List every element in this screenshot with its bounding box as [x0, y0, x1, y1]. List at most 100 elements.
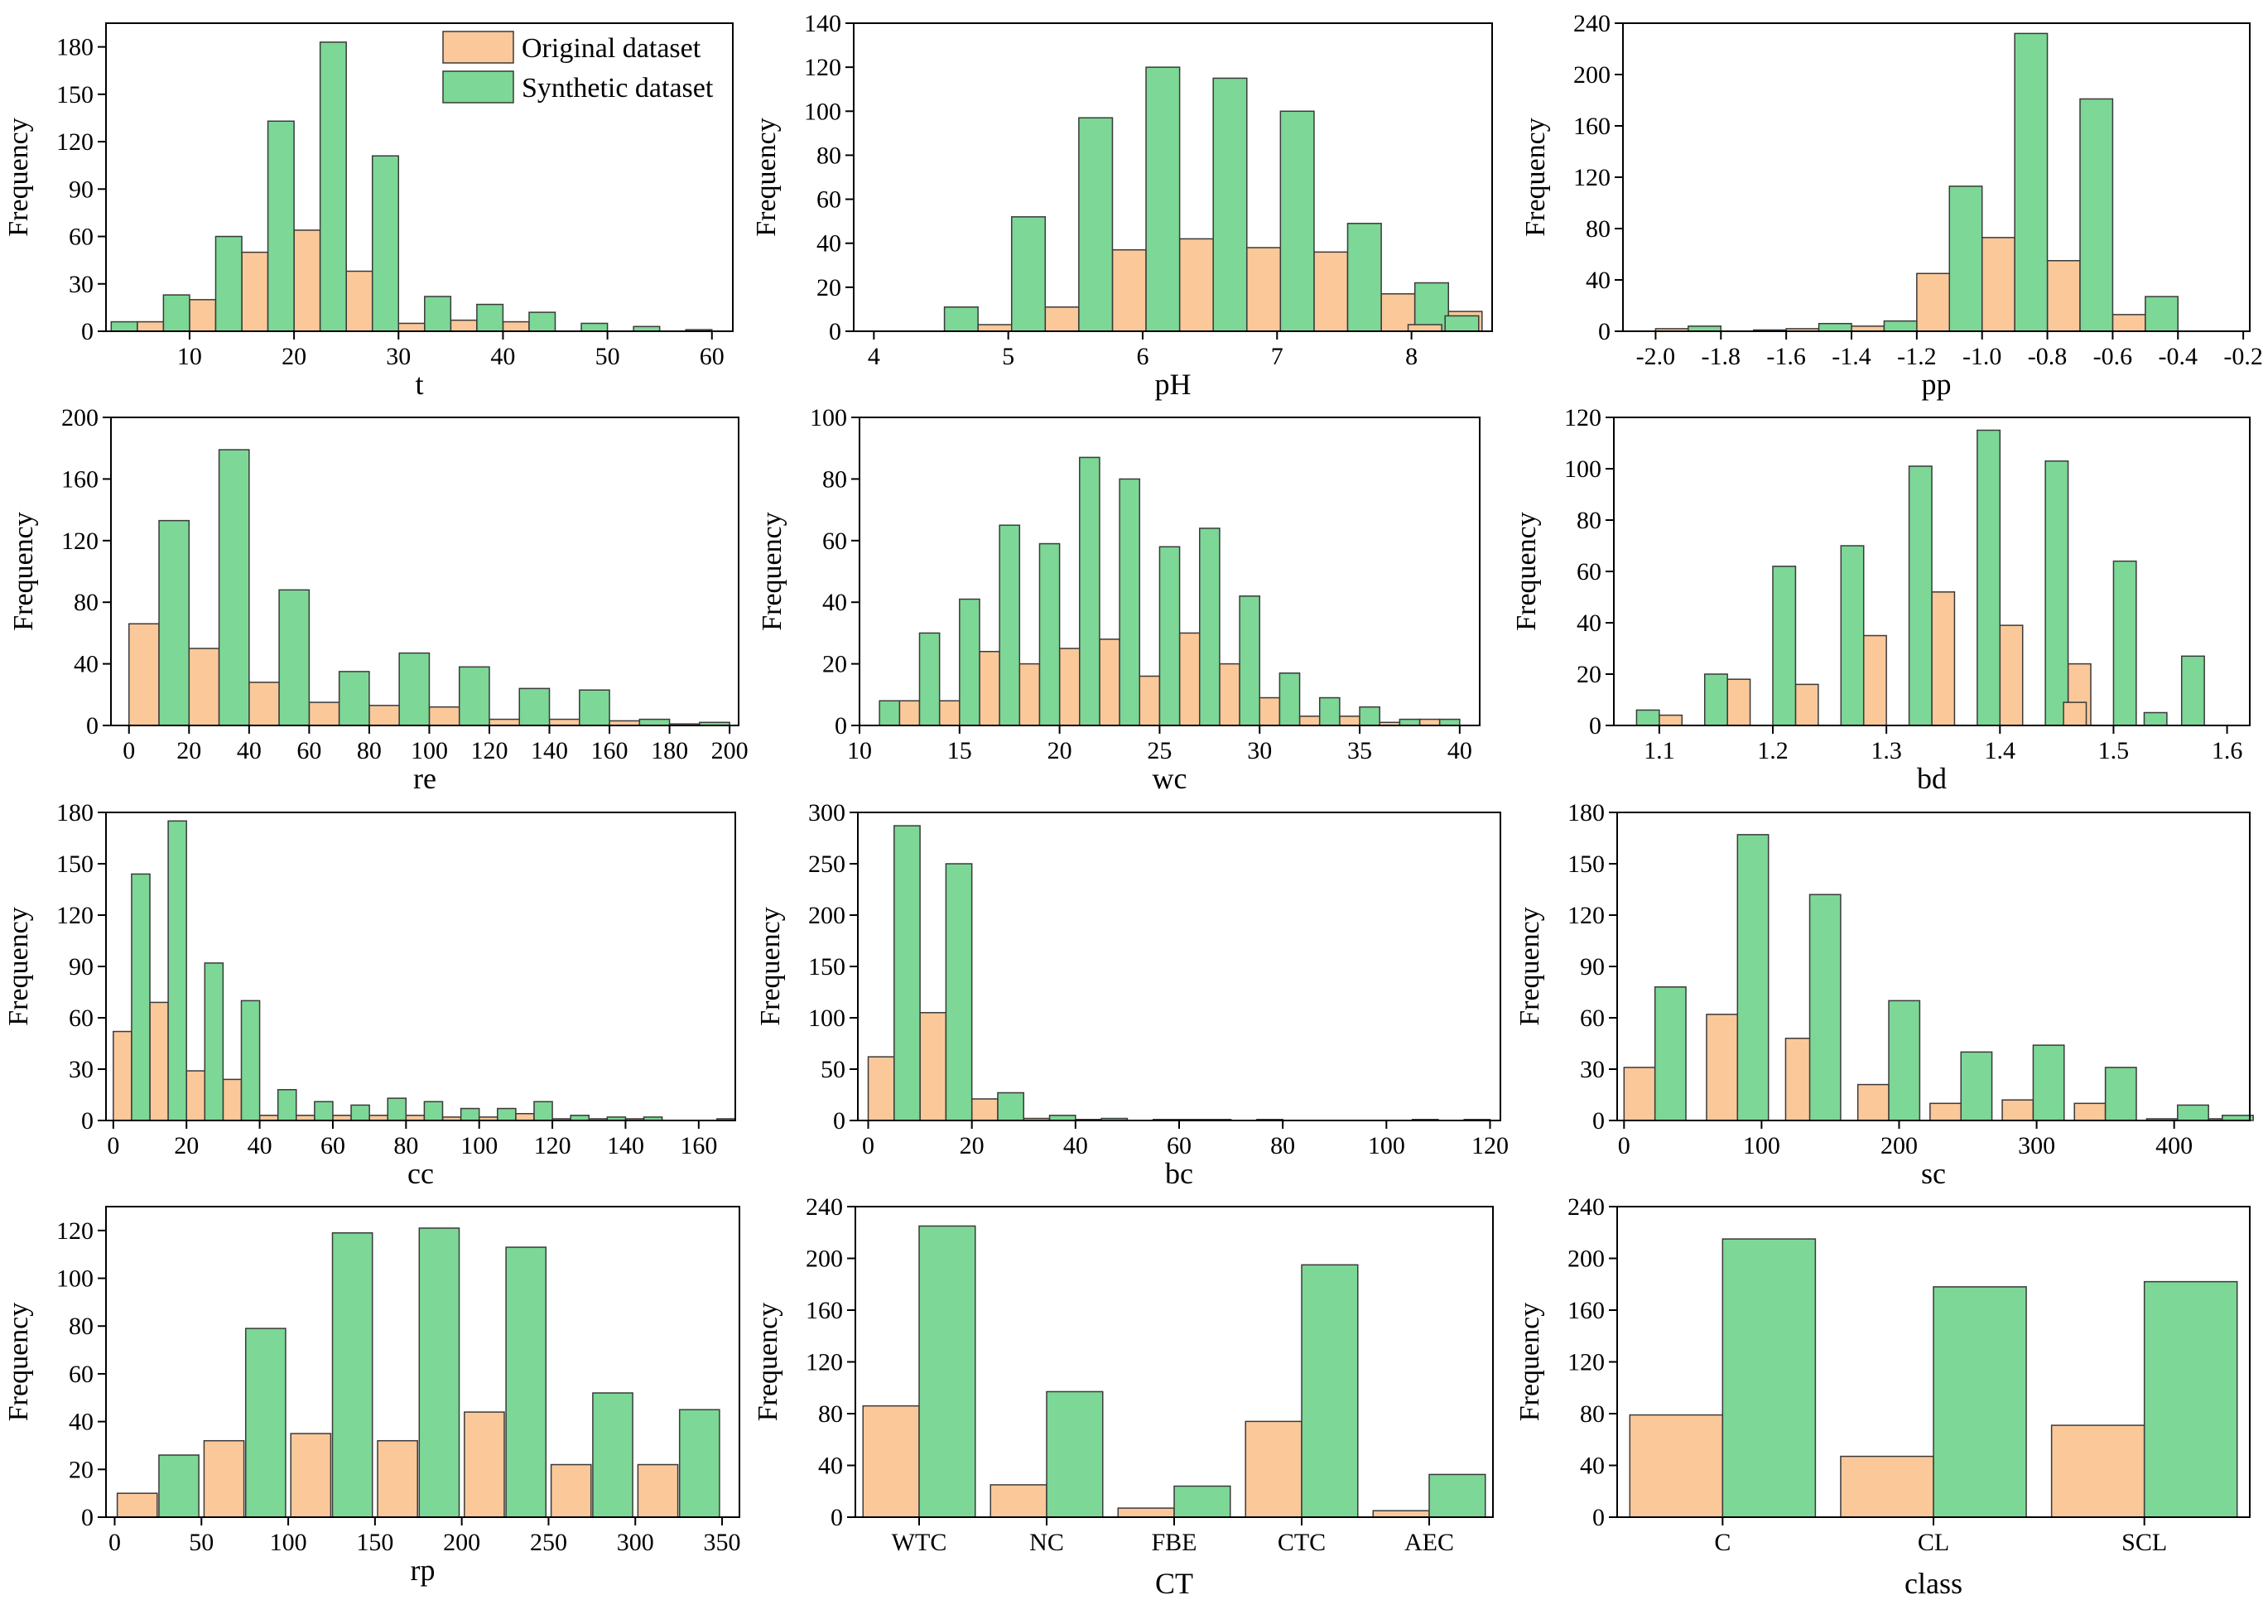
- synthetic-bar: [338, 671, 370, 726]
- y-tick-label: 150: [808, 953, 845, 981]
- synthetic-bar: [2079, 98, 2114, 332]
- original-bar: [2073, 1102, 2107, 1121]
- y-tick-label: 20: [1577, 661, 1601, 688]
- original-bar: [979, 650, 1000, 726]
- x-tick-label: 10: [847, 737, 872, 764]
- synthetic-bar: [1413, 282, 1449, 332]
- x-tick-label: 15: [947, 737, 972, 764]
- synthetic-bar: [2032, 1044, 2065, 1121]
- x-tick-label: -0.4: [2159, 343, 2198, 370]
- y-tick-label: 0: [835, 712, 847, 740]
- synthetic-bar: [314, 1101, 334, 1121]
- original-bar: [464, 1411, 505, 1518]
- x-tick-label: -0.6: [2093, 343, 2133, 370]
- x-tick-label: 120: [470, 737, 508, 764]
- original-bar: [2063, 701, 2087, 726]
- synthetic-bar: [387, 1097, 407, 1121]
- original-bar: [1840, 1455, 1934, 1518]
- original-bar: [113, 1030, 132, 1121]
- synthetic-bar: [1212, 77, 1248, 332]
- original-bar: [149, 1001, 169, 1121]
- y-tick-label: 120: [1567, 902, 1605, 929]
- synthetic-bar: [1399, 718, 1421, 726]
- original-bar: [1178, 238, 1214, 332]
- original-bar: [2001, 1099, 2034, 1121]
- y-tick-label: 40: [1580, 1453, 1605, 1480]
- original-bar: [128, 623, 160, 726]
- original-bar: [368, 705, 400, 726]
- x-axis-label: CT: [1155, 1567, 1193, 1600]
- y-tick-label: 240: [806, 1193, 843, 1221]
- original-bar: [222, 1078, 243, 1121]
- synthetic-bar: [1840, 545, 1865, 726]
- synthetic-bar: [131, 873, 151, 1121]
- x-tick-label: -1.6: [1766, 343, 1806, 370]
- synthetic-bar: [2143, 711, 2168, 726]
- original-bar: [1407, 324, 1442, 332]
- y-axis-label: Frequency: [8, 512, 39, 631]
- y-tick-label: 160: [1567, 1297, 1605, 1324]
- y-tick-label: 120: [1573, 164, 1611, 191]
- y-tick-label: 100: [804, 98, 841, 125]
- x-tick-label: 6: [1136, 343, 1148, 370]
- original-bar: [1916, 272, 1951, 332]
- synthetic-bar: [579, 689, 610, 726]
- synthetic-bar: [592, 1392, 633, 1518]
- original-bar: [1981, 237, 2015, 332]
- synthetic-bar: [319, 41, 347, 332]
- y-axis-label: Frequency: [1514, 1303, 1545, 1422]
- plot-frame: [105, 1206, 740, 1518]
- synthetic-bar: [918, 632, 941, 726]
- y-tick-label: 80: [1577, 507, 1601, 534]
- original-bar: [1862, 634, 1887, 726]
- x-tick-label: -1.8: [1702, 343, 1741, 370]
- synthetic-bar: [1301, 1264, 1359, 1518]
- subplot-bc: 0 50 100 150 200 250 300 0 20 40 60 80 100 120 bc Frequ…: [755, 799, 1509, 1190]
- original-bar: [1372, 1510, 1430, 1518]
- synthetic-bar: [167, 820, 187, 1121]
- synthetic-bar: [1438, 718, 1461, 726]
- x-tick-label: 20: [174, 1132, 199, 1159]
- y-tick-label: 80: [816, 142, 841, 169]
- original-bar: [867, 1056, 895, 1121]
- y-tick-label: 0: [1592, 1504, 1605, 1531]
- x-tick-label: 200: [1880, 1132, 1918, 1159]
- synthetic-bar: [1883, 320, 1918, 332]
- x-tick-label: 60: [700, 343, 725, 370]
- x-axis-label: t: [415, 368, 423, 401]
- y-tick-label: 60: [822, 528, 847, 555]
- synthetic-bar: [1173, 1485, 1231, 1518]
- x-tick-label: 0: [108, 1529, 121, 1556]
- y-axis-label: Frequency: [1514, 907, 1545, 1026]
- original-bar: [489, 718, 520, 726]
- x-tick-label: 5: [1002, 343, 1014, 370]
- legend-label-original: Original dataset: [522, 33, 701, 64]
- synthetic-bar: [1145, 66, 1181, 332]
- x-tick-label: 80: [1270, 1132, 1295, 1159]
- x-axis-label: pp: [1922, 368, 1952, 401]
- x-tick-label: 250: [530, 1529, 567, 1556]
- synthetic-bar: [1318, 696, 1341, 726]
- y-tick-label: 60: [69, 1005, 94, 1032]
- original-bar: [1298, 716, 1321, 726]
- original-bar: [397, 322, 426, 332]
- original-bar: [2112, 314, 2146, 332]
- synthetic-bar: [2104, 1067, 2137, 1121]
- original-bar: [241, 251, 269, 332]
- y-tick-label: 120: [61, 528, 99, 555]
- synthetic-bar: [1346, 223, 1382, 332]
- y-tick-label: 90: [69, 953, 94, 981]
- x-tick-label: -1.2: [1897, 343, 1937, 370]
- y-tick-label: 160: [806, 1297, 843, 1324]
- original-bar: [1726, 678, 1751, 726]
- original-bar: [970, 1098, 999, 1121]
- x-tick-label: 120: [534, 1132, 571, 1159]
- synthetic-bar: [1046, 1390, 1104, 1518]
- original-bar: [1111, 248, 1147, 332]
- x-tick-label: 160: [591, 737, 628, 764]
- synthetic-bar: [277, 1089, 297, 1121]
- synthetic-bar: [371, 155, 400, 332]
- x-tick-label: 30: [1247, 737, 1272, 764]
- x-category-label: NC: [1029, 1529, 1064, 1556]
- synthetic-bar: [424, 296, 452, 332]
